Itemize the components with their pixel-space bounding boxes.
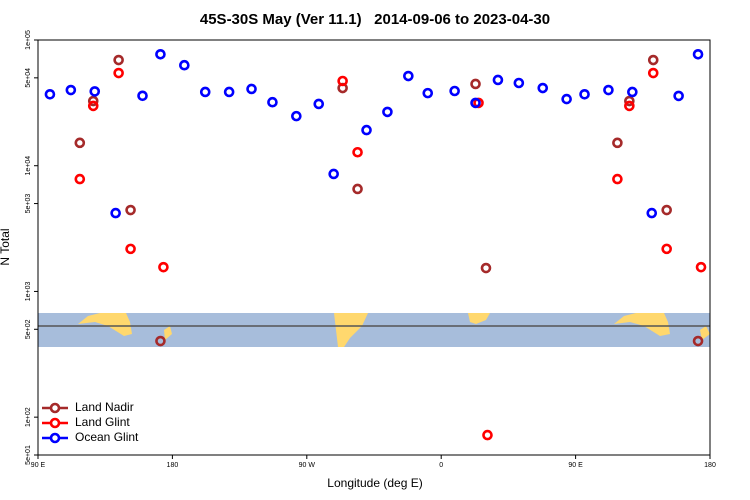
point	[361, 124, 372, 136]
point	[113, 54, 124, 66]
point	[246, 83, 257, 95]
point	[612, 173, 623, 185]
point	[470, 78, 481, 90]
y-tick-label: 5e+01	[25, 445, 32, 465]
point	[113, 67, 124, 79]
point	[74, 173, 86, 185]
y-tick-label: 1e+04	[25, 156, 32, 176]
point	[291, 110, 302, 122]
point	[352, 183, 363, 195]
point	[65, 84, 77, 96]
point	[74, 137, 86, 149]
legend-label: Land Glint	[75, 415, 130, 429]
y-tick-label: 1e+05	[25, 30, 32, 50]
legend-marker	[49, 402, 61, 414]
point	[492, 74, 504, 86]
point	[692, 335, 704, 347]
point	[627, 86, 638, 98]
point	[482, 429, 493, 441]
point	[179, 59, 190, 71]
point	[158, 261, 169, 273]
point	[223, 86, 235, 98]
point	[110, 207, 121, 219]
point	[579, 88, 590, 100]
point	[646, 207, 658, 219]
legend-label: Ocean Glint	[75, 430, 139, 444]
point	[624, 100, 635, 112]
point	[624, 95, 635, 107]
point	[87, 100, 99, 112]
y-tick-label: 5e+02	[25, 319, 32, 339]
point	[449, 85, 460, 97]
point	[199, 86, 211, 98]
point	[537, 82, 549, 94]
x-tick-label: 180	[704, 462, 716, 469]
y-tick-label: 5e+04	[25, 68, 32, 88]
point	[692, 48, 704, 60]
y-axis-label: N Total	[0, 228, 12, 265]
point	[561, 93, 572, 105]
point	[470, 97, 481, 109]
point	[352, 146, 363, 158]
point	[313, 98, 325, 110]
map-band	[38, 313, 710, 347]
point	[89, 86, 101, 97]
y-tick-label: 1e+02	[25, 407, 32, 427]
legend-marker	[49, 417, 61, 429]
chart-title: 45S-30S May (Ver 11.1) 2014-09-06 to 202…	[200, 11, 550, 28]
x-tick-label: 90 W	[299, 462, 316, 469]
point	[513, 77, 525, 89]
point	[125, 243, 136, 255]
point	[422, 87, 434, 99]
point	[267, 96, 278, 108]
plot-frame	[37, 39, 711, 456]
x-tick-label: 0	[439, 462, 443, 469]
y-tick-label: 1e+03	[25, 282, 32, 302]
point	[647, 54, 659, 66]
point	[125, 204, 136, 216]
point	[137, 90, 148, 102]
y-tick-label: 5e+03	[25, 194, 32, 214]
x-tick-label: 180	[167, 462, 179, 469]
point	[382, 106, 393, 118]
x-tick-label: 90 E	[31, 462, 46, 469]
point	[661, 243, 672, 255]
point	[155, 48, 166, 60]
point	[87, 95, 99, 107]
point	[44, 88, 56, 100]
legend-marker	[49, 432, 61, 444]
x-axis-label: Longitude (deg E)	[327, 476, 422, 490]
point	[155, 335, 166, 347]
point	[612, 137, 623, 149]
point	[403, 70, 414, 82]
point	[695, 261, 707, 273]
point	[328, 168, 339, 180]
point	[337, 75, 348, 87]
point	[661, 204, 672, 216]
point	[480, 262, 492, 274]
legend-label: Land Nadir	[75, 400, 134, 414]
point	[673, 90, 684, 102]
x-tick-label: 90 E	[568, 462, 583, 469]
point	[603, 84, 614, 96]
point	[647, 67, 659, 79]
